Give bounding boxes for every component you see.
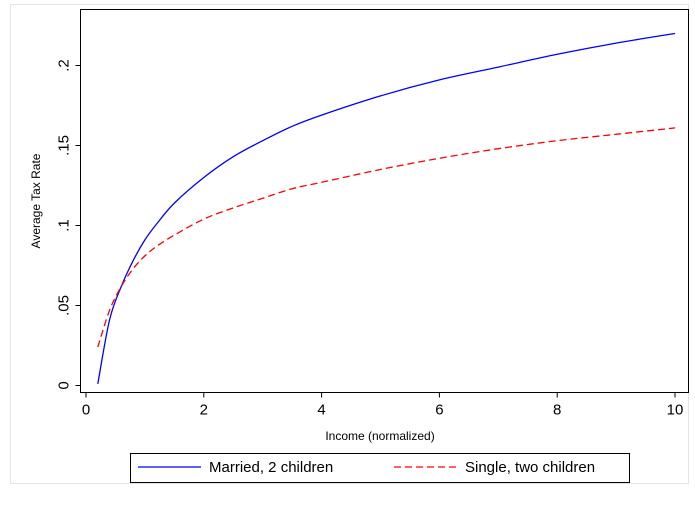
y-axis-ticks: 0 .05 .1 .15 .2 (56, 59, 81, 390)
y-tick-label: .05 (56, 295, 73, 316)
legend-label-single: Single, two children (465, 459, 595, 476)
x-tick-label: 2 (200, 402, 208, 419)
y-tick-label: .15 (56, 135, 73, 156)
series-lines (97, 32, 676, 385)
y-axis-title: Average Tax Rate (29, 153, 43, 248)
plot-area (80, 9, 689, 393)
y-tick-label: 0 (56, 381, 73, 389)
legend-label-married: Married, 2 children (209, 459, 333, 476)
y-tick-label: .1 (56, 219, 73, 232)
series-line-single (97, 127, 676, 348)
x-tick-label: 4 (317, 402, 325, 419)
series-line-married (97, 32, 676, 385)
x-axis-ticks: 0 2 4 6 8 10 (82, 392, 684, 419)
x-tick-label: 0 (82, 402, 90, 419)
legend-box (130, 453, 630, 483)
x-tick-label: 8 (553, 402, 561, 419)
legend: Married, 2 children Single, two children (130, 453, 630, 483)
x-tick-label: 10 (667, 402, 684, 419)
y-tick-label: .2 (56, 59, 73, 72)
x-tick-label: 6 (435, 402, 443, 419)
x-axis-title: Income (normalized) (325, 429, 434, 443)
